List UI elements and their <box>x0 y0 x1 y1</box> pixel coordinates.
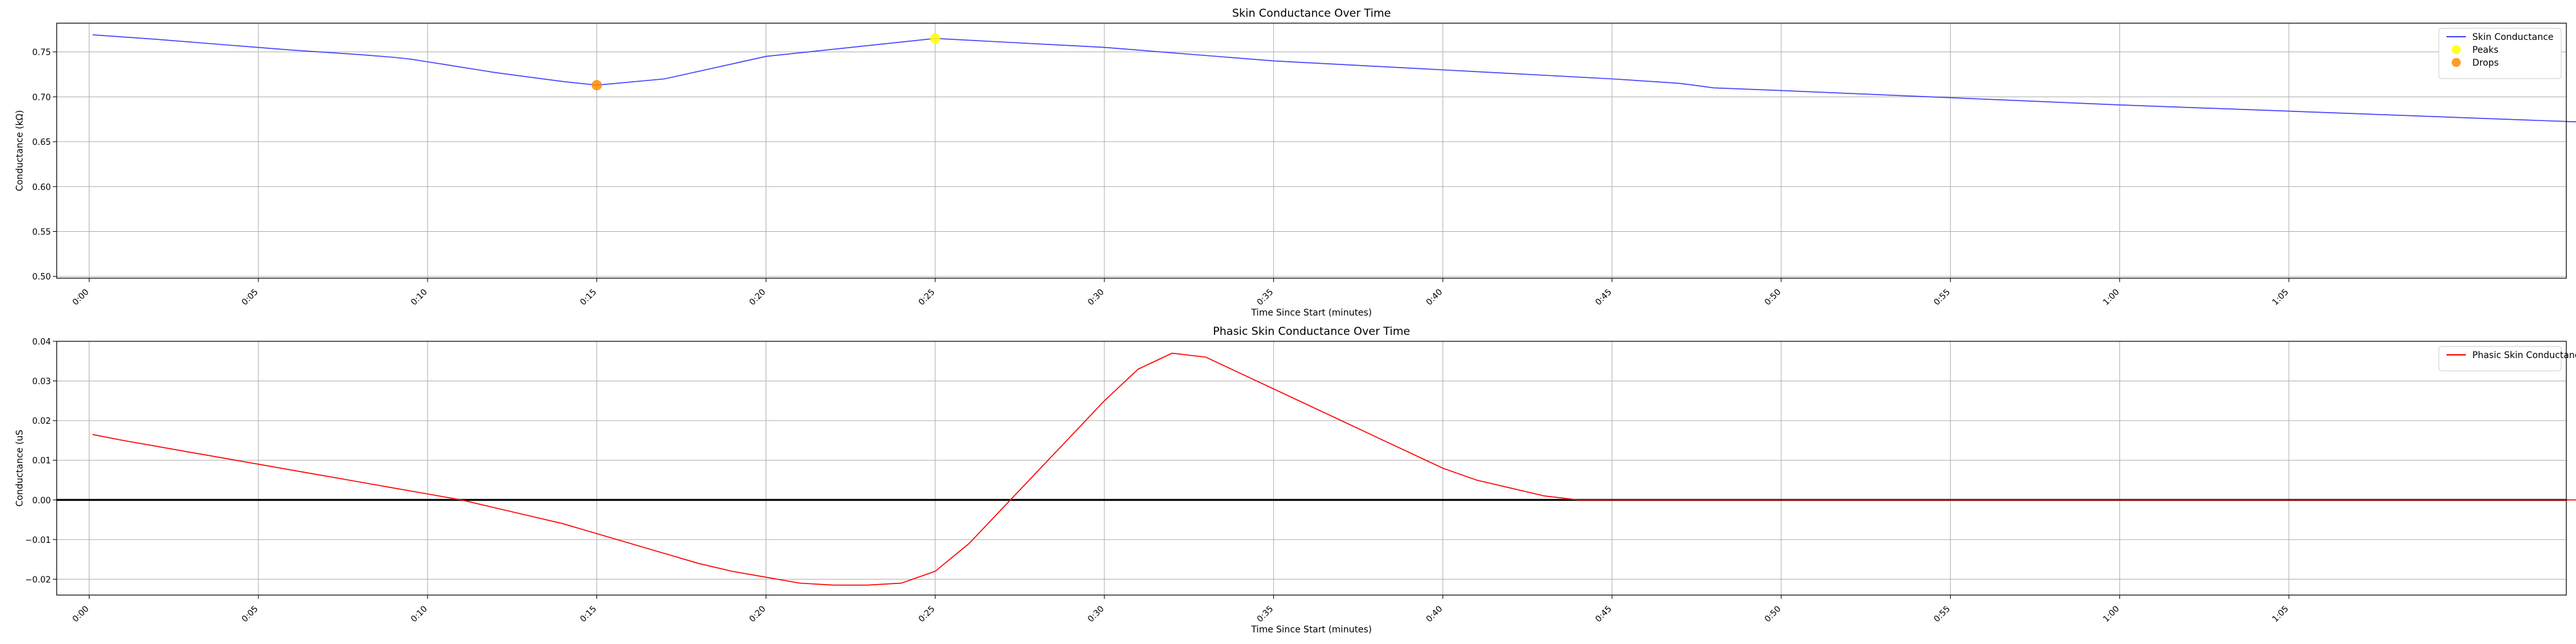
chart2-x-axis-label: Time Since Start (minutes) <box>1251 625 1372 635</box>
chart1-x-tick-label: 0:05 <box>240 287 260 307</box>
chart2-y-tick-label: 0.00 <box>32 496 51 506</box>
chart1-x-tick-label: 0:50 <box>1763 287 1783 307</box>
chart2-axes-frame <box>56 341 2567 596</box>
chart2-x-tick-label: 0:30 <box>1086 604 1106 624</box>
chart2-x-tick-label: 0:45 <box>1594 604 1614 624</box>
chart2-series-line-0 <box>92 352 2576 586</box>
chart2-legend-label-0: Phasic Skin Conductance <box>2472 350 2576 361</box>
chart2-x-tick-label: 0:15 <box>578 604 598 624</box>
chart2-y-tick-label: −0.02 <box>25 575 51 585</box>
chart2-y-tick-label: 0.03 <box>32 377 51 387</box>
chart2-x-tick-label: 0:00 <box>71 604 91 624</box>
chart1-x-tick-label: 0:30 <box>1086 287 1106 307</box>
chart1-y-tick-label: 0.50 <box>32 272 51 282</box>
chart1-x-tick-label: 0:00 <box>71 287 91 307</box>
chart2-y-tick-label: 0.04 <box>32 337 51 347</box>
chart2-legend-box <box>2438 346 2562 372</box>
chart2-x-tick-label: 0:40 <box>1425 604 1444 624</box>
chart2-x-tick-label: 1:00 <box>2101 604 2121 624</box>
chart1-title: Skin Conductance Over Time <box>1232 7 1390 20</box>
chart1-marker-drops <box>591 80 602 91</box>
chart1-y-tick-label: 0.75 <box>32 48 51 58</box>
chart2-y-tick-label: 0.02 <box>32 417 51 426</box>
chart2-y-axis-label: Conductance (uS <box>15 430 25 507</box>
chart1-legend-label-2: Drops <box>2472 58 2499 68</box>
chart1-legend-swatch-2 <box>2452 58 2461 67</box>
chart1-y-tick-label: 0.65 <box>32 138 51 147</box>
chart1-x-tick-label: 0:55 <box>1932 287 1952 307</box>
chart2-x-tick-label: 0:20 <box>748 604 768 624</box>
chart1-y-axis-label: Conductance (kΩ) <box>15 110 25 191</box>
chart2-x-tick-label: 0:55 <box>1932 604 1952 624</box>
chart1-legend-box <box>2438 28 2562 79</box>
chart1-x-tick-label: 1:05 <box>2271 287 2291 307</box>
chart2-x-tick-label: 1:05 <box>2271 604 2291 624</box>
chart1-x-tick-label: 0:15 <box>578 287 598 307</box>
chart2-x-tick-label: 0:50 <box>1763 604 1783 624</box>
chart1-legend-swatch-1 <box>2452 45 2461 54</box>
chart1-x-tick-label: 0:20 <box>748 287 768 307</box>
chart1-x-tick-label: 0:40 <box>1425 287 1444 307</box>
chart1-x-tick-label: 1:00 <box>2101 287 2121 307</box>
chart2-x-tick-label: 0:10 <box>410 604 430 624</box>
chart2-x-tick-label: 0:35 <box>1255 604 1275 624</box>
chart1-x-tick-label: 0:45 <box>1594 287 1614 307</box>
chart2-x-tick-label: 0:05 <box>240 604 260 624</box>
chart1-legend-label-1: Peaks <box>2472 45 2499 55</box>
chart1-x-tick-label: 0:10 <box>410 287 430 307</box>
chart1-legend-label-0: Skin Conductance <box>2472 32 2553 43</box>
chart1-x-tick-label: 0:35 <box>1255 287 1275 307</box>
chart1-y-tick-label: 0.60 <box>32 183 51 193</box>
chart1-x-axis-label: Time Since Start (minutes) <box>1251 308 1372 318</box>
chart1-x-tick-label: 0:25 <box>917 287 937 307</box>
chart2-y-tick-label: −0.01 <box>25 536 51 545</box>
chart1-marker-peaks <box>930 33 941 44</box>
chart1-series-line-0 <box>92 34 2576 123</box>
chart1-y-tick-label: 0.70 <box>32 93 51 102</box>
chart2-x-tick-label: 0:25 <box>917 604 937 624</box>
chart1-y-tick-label: 0.55 <box>32 227 51 237</box>
chart1-axes-frame <box>56 23 2567 279</box>
chart2-y-tick-label: 0.01 <box>32 457 51 466</box>
chart2-title: Phasic Skin Conductance Over Time <box>1213 325 1410 338</box>
